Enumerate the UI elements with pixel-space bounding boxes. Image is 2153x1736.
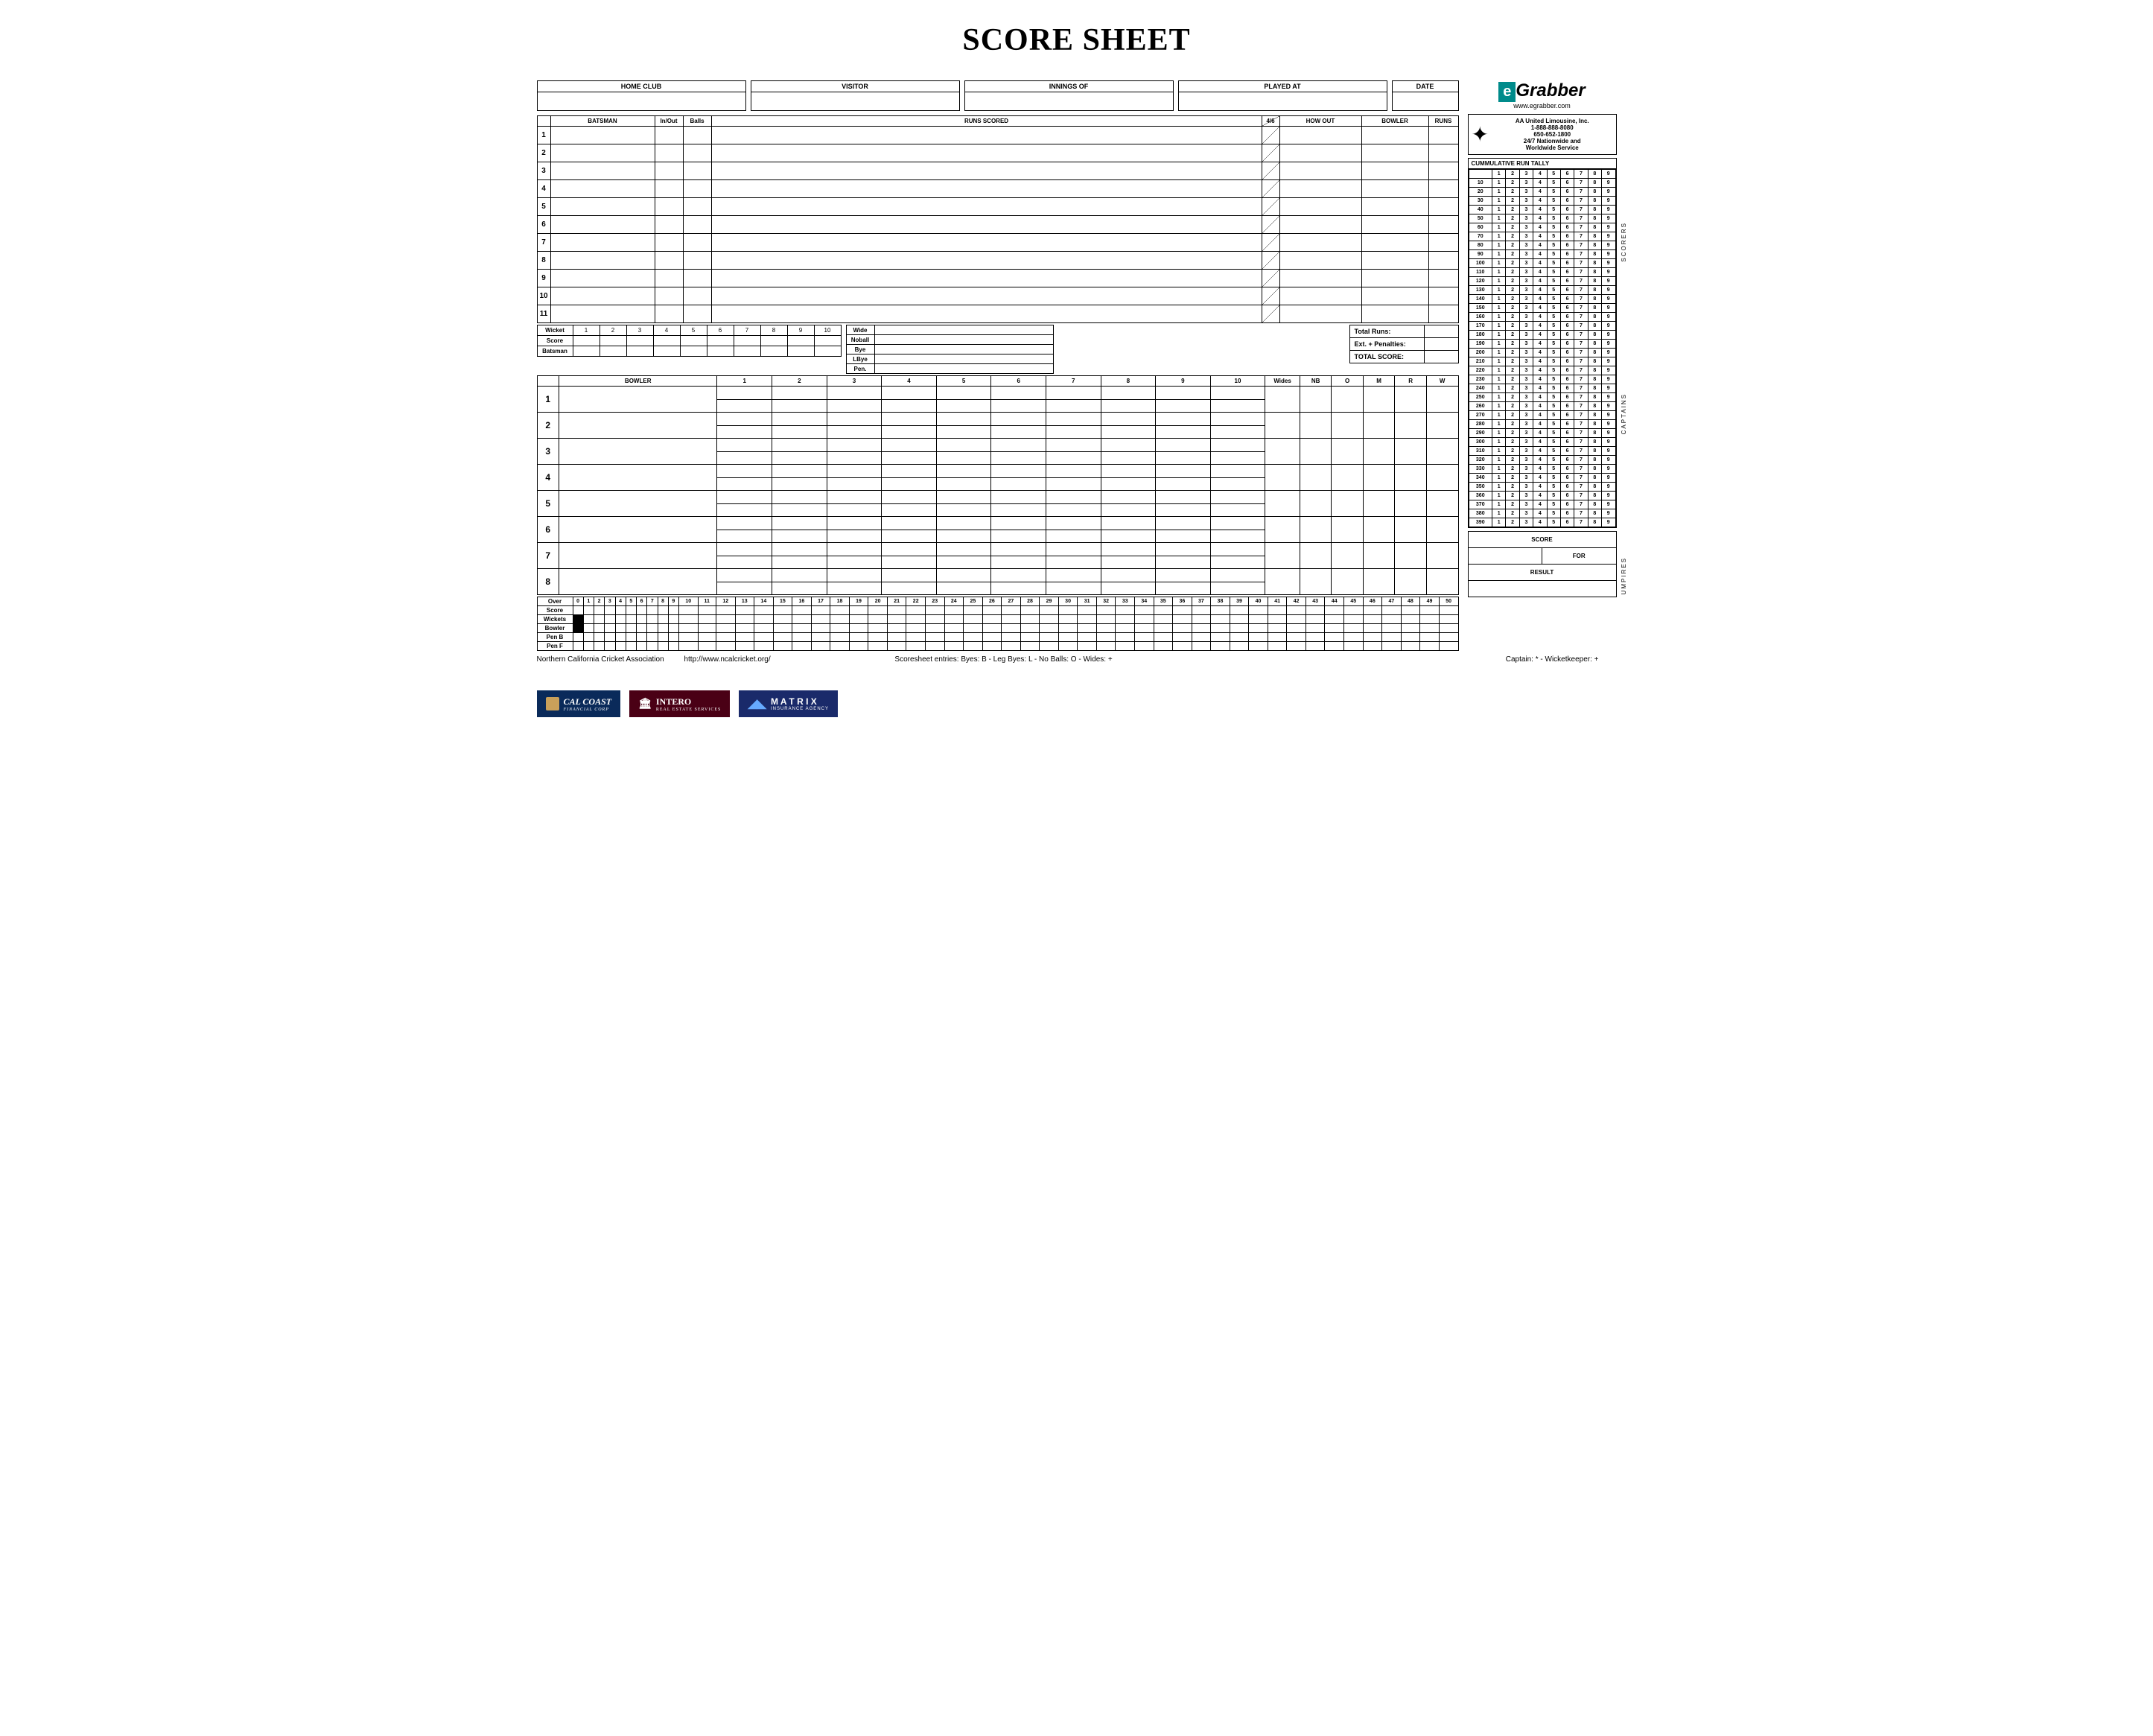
header-value[interactable]: [1179, 92, 1387, 110]
footer-caption: Captain: * - Wicketkeeper: +: [1506, 655, 1599, 664]
page-title: SCORE SHEET: [507, 22, 1647, 58]
bowler-row: 1: [537, 387, 1458, 400]
bowler-row: 6: [537, 517, 1458, 530]
footer-legend: Scoresheet entries: Byes: B - Leg Byes: …: [894, 655, 1112, 664]
bowler-row: 8: [537, 569, 1458, 582]
batsman-row: 5: [537, 198, 1458, 216]
header-box-played-at: PLAYED AT: [1178, 80, 1387, 111]
compass-icon: ✦: [1472, 124, 1489, 145]
batsman-row: 11: [537, 305, 1458, 323]
ad-line-1: 24/7 Nationwide and: [1492, 138, 1613, 144]
sponsor-matrix: ◢◣M A T R I XINSURANCE AGENCY: [739, 690, 838, 717]
ad-phone-2: 650-652-1800: [1492, 131, 1613, 138]
bowler-row: 5: [537, 491, 1458, 504]
score-sheet-page: SCORE SHEET HOME CLUB VISITOR INNINGS OF PL…: [507, 0, 1647, 747]
header-value[interactable]: [538, 92, 745, 110]
batsman-row: 3: [537, 162, 1458, 180]
header-label: HOME CLUB: [538, 81, 745, 92]
intero-icon: 🏛: [638, 698, 652, 710]
run-tally: CUMMULATIVE RUN TALLY 123456789101234567…: [1468, 158, 1617, 528]
batsman-row: 8: [537, 252, 1458, 270]
umpires-label: UMPIRES: [1621, 557, 1627, 594]
header-box-home-club: HOME CLUB: [537, 80, 746, 111]
sponsor-intero: 🏛INTEROREAL ESTATE SERVICES: [629, 690, 730, 717]
batsman-row: 2: [537, 144, 1458, 162]
header-label: VISITOR: [751, 81, 959, 92]
footer: Northern California Cricket Association …: [507, 651, 1647, 668]
header-box-innings-of: INNINGS OF: [964, 80, 1174, 111]
footer-url: http://www.ncalcricket.org/: [684, 655, 770, 664]
ad-phone-1: 1-888-888-8080: [1492, 124, 1613, 131]
batsman-row: 7: [537, 234, 1458, 252]
ad-line-2: Worldwide Service: [1492, 144, 1613, 151]
egrabber-logo: eGrabber www.egrabber.com: [1468, 80, 1617, 109]
batsman-row: 9: [537, 270, 1458, 287]
sponsor-calcoast: CAL COASTFINANCIAL CORP: [537, 690, 621, 717]
header-value[interactable]: [965, 92, 1173, 110]
ad-name: AA United Limousine, Inc.: [1492, 118, 1613, 124]
batsman-row: 1: [537, 127, 1458, 144]
batsman-row: 6: [537, 216, 1458, 234]
footer-assoc: Northern California Cricket Association: [537, 655, 664, 664]
score-box: SCOREFORRESULT: [1468, 531, 1617, 597]
fall-of-wicket-row: Wicket12345678910ScoreBatsman WideNoball…: [537, 325, 1459, 374]
bowler-row: 4: [537, 465, 1458, 478]
extras-table: WideNoballByeLByePen.: [846, 325, 1054, 374]
batsman-row: 10: [537, 287, 1458, 305]
calcoast-icon: [546, 697, 559, 710]
bowler-row: 7: [537, 543, 1458, 556]
batting-table: BATSMANIn/OutBallsRUNS SCORED4/6HOW OUTB…: [537, 115, 1459, 323]
header-label: DATE: [1393, 81, 1458, 92]
captains-label: CAPTAINS: [1621, 393, 1627, 434]
tally-grid: 1234567891012345678920123456789301234567…: [1469, 169, 1616, 527]
header-label: PLAYED AT: [1179, 81, 1387, 92]
header-box-date: DATE: [1392, 80, 1459, 111]
bowler-row: 3: [537, 439, 1458, 452]
bowler-row: 2: [537, 413, 1458, 426]
tally-title: CUMMULATIVE RUN TALLY: [1469, 159, 1616, 169]
totals-table: Total Runs:Ext. + Penalties:TOTAL SCORE:: [1349, 325, 1459, 363]
sidebar: eGrabber www.egrabber.com ✦ AA United Li…: [1468, 80, 1617, 651]
limo-ad: ✦ AA United Limousine, Inc. 1-888-888-80…: [1468, 114, 1617, 155]
header-value[interactable]: [751, 92, 959, 110]
scorers-label: SCORERS: [1621, 222, 1627, 262]
egrabber-url: www.egrabber.com: [1468, 102, 1617, 109]
header-value[interactable]: [1393, 92, 1458, 110]
bowling-table: BOWLER12345678910WidesNBOMRW12345678: [537, 375, 1459, 595]
batsman-row: 4: [537, 180, 1458, 198]
wicket-fall-table: Wicket12345678910ScoreBatsman: [537, 325, 842, 357]
matrix-icon: ◢◣: [748, 696, 766, 711]
header-label: INNINGS OF: [965, 81, 1173, 92]
main-form: HOME CLUBVISITORINNINGS OFPLAYED ATDATE …: [537, 80, 1459, 651]
sponsor-row: CAL COASTFINANCIAL CORP 🏛INTEROREAL ESTA…: [507, 668, 1647, 717]
header-box-visitor: VISITOR: [751, 80, 960, 111]
header-row: HOME CLUB VISITOR INNINGS OF PLAYED AT DATE: [537, 80, 1459, 111]
over-grid: Over012345678910111213141516171819202122…: [537, 597, 1459, 651]
